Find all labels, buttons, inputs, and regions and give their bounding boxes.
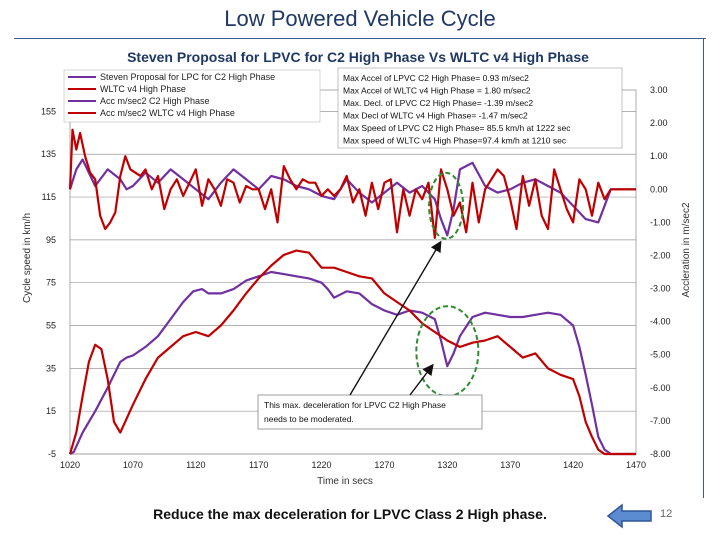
info-box-line: Max Decl of WLTC v4 High Phase= -1.47 m/… xyxy=(343,111,528,121)
legend-entry: Steven Proposal for LPC for C2 High Phas… xyxy=(100,72,275,82)
y-tick-label: 15 xyxy=(46,406,56,416)
series-line-2 xyxy=(68,249,636,456)
y-tick-label: 115 xyxy=(42,192,56,202)
y-tick-label: 155 xyxy=(41,106,56,116)
y2-tick-label: -1.00 xyxy=(650,217,671,227)
left-arrow-icon xyxy=(606,503,652,529)
slide-title: Low Powered Vehicle Cycle xyxy=(224,6,496,31)
info-box-line: Max speed of WLTC v4 High Phase=97.4 km/… xyxy=(343,136,567,146)
title-divider xyxy=(14,38,706,39)
y2-tick-label: -3.00 xyxy=(650,284,671,294)
y-tick-label: 95 xyxy=(46,235,56,245)
y2-tick-label: -6.00 xyxy=(650,383,671,393)
y-axis-label: Cycle speed in km/h xyxy=(22,213,33,303)
arrow-to-speed-dip xyxy=(409,363,434,396)
footer-note: Reduce the max deceleration for LPVC Cla… xyxy=(0,506,720,522)
chart-ticks: 155 135 115 95 75 55 35 15 -5 3.00 2.00 1.00 0.00 -1.… xyxy=(41,85,671,470)
y2-tick-label: 3.00 xyxy=(650,85,668,95)
page-number: 12 xyxy=(660,508,673,520)
y2-tick-label: -4.00 xyxy=(650,317,671,327)
x-tick-label: 1120 xyxy=(186,460,205,470)
y2-tick-label: -5.00 xyxy=(650,350,671,360)
series-line-1 xyxy=(69,270,636,456)
annotation-box xyxy=(257,394,483,430)
x-tick-label: 1370 xyxy=(500,460,520,470)
chart-legend: Steven Proposal for LPC for C2 High Phas… xyxy=(63,69,321,123)
footer-note-text: Reduce the max deceleration for LPVC Cla… xyxy=(153,506,547,522)
speed-highlight xyxy=(415,305,480,398)
chart-title: Steven Proposal for LPVC for C2 High Pha… xyxy=(127,49,589,65)
legend-entry: WLTC v4 High Phase xyxy=(100,84,186,94)
annotation-callout: This max. deceleration for LPVC C2 High … xyxy=(257,240,483,430)
x-tick-label: 1420 xyxy=(563,460,583,470)
x-tick-label: 1170 xyxy=(249,460,268,470)
y2-tick-label: -2.00 xyxy=(650,250,671,260)
y-tick-label: 135 xyxy=(41,149,56,159)
arrow-to-acc-peak xyxy=(349,240,442,396)
y-tick-label: 55 xyxy=(46,321,56,331)
y2-tick-label: 0.00 xyxy=(650,184,668,194)
annotation-line-1: This max. deceleration for LPVC C2 High … xyxy=(264,400,446,410)
series-line-4 xyxy=(68,128,636,239)
legend-entry: Acc m/sec2 WLTC v4 High Phase xyxy=(100,108,235,118)
y-tick-label: -5 xyxy=(48,449,56,459)
x-tick-label: 1070 xyxy=(123,460,143,470)
acc-highlight xyxy=(428,171,465,240)
y2-tick-label: -8.00 xyxy=(650,449,671,459)
x-tick-label: 1320 xyxy=(437,460,457,470)
y-tick-label: 75 xyxy=(46,278,56,288)
y-tick-label: 35 xyxy=(46,363,56,373)
info-box-line: Max Speed of LPVC C2 High Phase= 85.5 km… xyxy=(343,123,571,133)
stats-info-box: Max Accel of LPVC C2 High Phase= 0.93 m/… xyxy=(337,67,623,149)
y2-tick-label: -7.00 xyxy=(650,416,671,426)
x-tick-label: 1220 xyxy=(312,460,332,470)
x-tick-label: 1470 xyxy=(626,460,646,470)
legend-box xyxy=(63,69,321,123)
info-box-line: Max. Decl. of LPVC C2 High Phase= -1.39 … xyxy=(343,98,533,108)
info-box-frame xyxy=(337,67,623,149)
legend-entry: Acc m/sec2 C2 High Phase xyxy=(100,96,210,106)
x-tick-label: 1270 xyxy=(374,460,394,470)
x-axis-label: Time in secs xyxy=(317,476,373,487)
side-divider xyxy=(703,38,704,498)
y2-tick-label: 2.00 xyxy=(650,118,668,128)
back-arrow-button[interactable] xyxy=(606,503,654,529)
chart-series xyxy=(68,128,636,456)
info-box-line: Max Accel of WLTC v4 High Phase = 1.80 m… xyxy=(343,86,531,96)
y2-tick-label: 1.00 xyxy=(650,151,668,161)
info-box-line: Max Accel of LPVC C2 High Phase= 0.93 m/… xyxy=(343,73,529,83)
annotation-line-2: needs to be moderated. xyxy=(264,414,354,424)
y2-axis-label: Accleration in m/sec2 xyxy=(681,202,692,297)
x-tick-label: 1020 xyxy=(60,460,80,470)
